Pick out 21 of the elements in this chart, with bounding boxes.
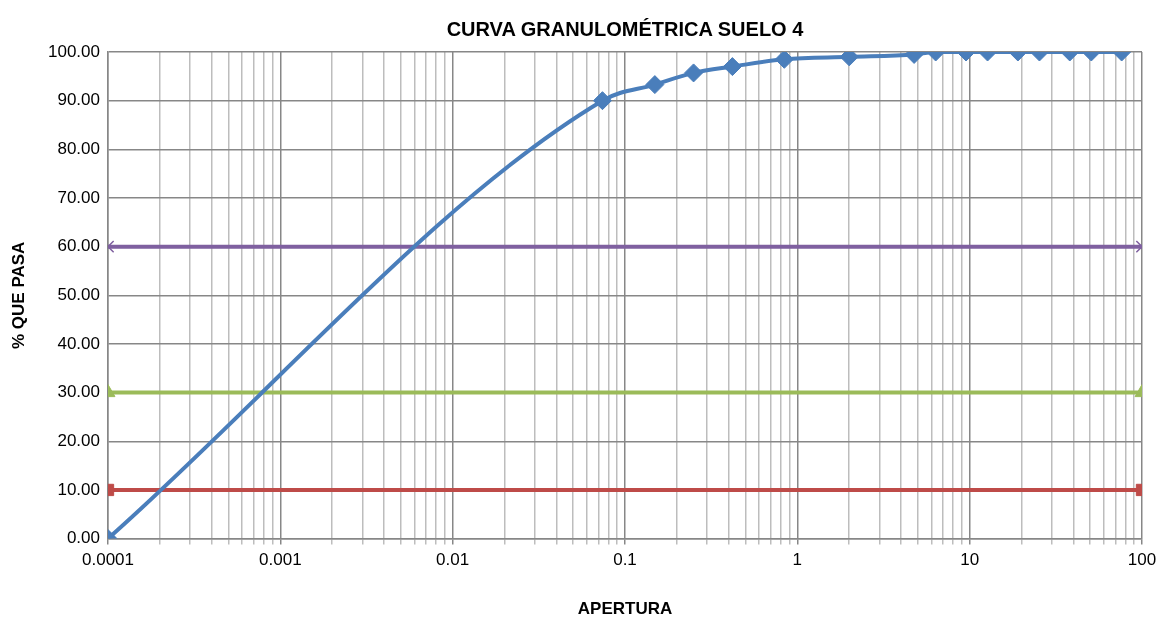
y-tick-label: 90.00 bbox=[57, 90, 100, 110]
chart-title: CURVA GRANULOMÉTRICA SUELO 4 bbox=[446, 18, 805, 40]
y-tick-label: 70.00 bbox=[57, 187, 100, 207]
y-tick-label: 50.00 bbox=[57, 284, 100, 304]
y-tick-label: 80.00 bbox=[57, 139, 100, 159]
y-tick-label: 60.00 bbox=[57, 236, 100, 256]
x-tick-label: 0.001 bbox=[259, 550, 302, 570]
y-tick-label: 30.00 bbox=[57, 382, 100, 402]
y-tick-label: 0.00 bbox=[66, 528, 100, 548]
x-tick-label: 0.0001 bbox=[82, 550, 134, 570]
x-tick-label: 100 bbox=[1127, 550, 1157, 570]
y-tick-label: 40.00 bbox=[57, 333, 100, 353]
y-tick-label: 20.00 bbox=[57, 430, 100, 450]
x-tick-label: 1 bbox=[792, 550, 803, 570]
y-tick-label: 100.00 bbox=[48, 41, 100, 61]
y-tick-label: 10.00 bbox=[57, 479, 100, 499]
x-tick-label: 10 bbox=[960, 550, 980, 570]
x-tick-label: 0.01 bbox=[436, 550, 470, 570]
x-axis-title: APERTURA bbox=[577, 599, 673, 618]
x-tick-label: 0.1 bbox=[613, 550, 637, 570]
y-axis-title: % QUE PASA bbox=[9, 241, 28, 349]
